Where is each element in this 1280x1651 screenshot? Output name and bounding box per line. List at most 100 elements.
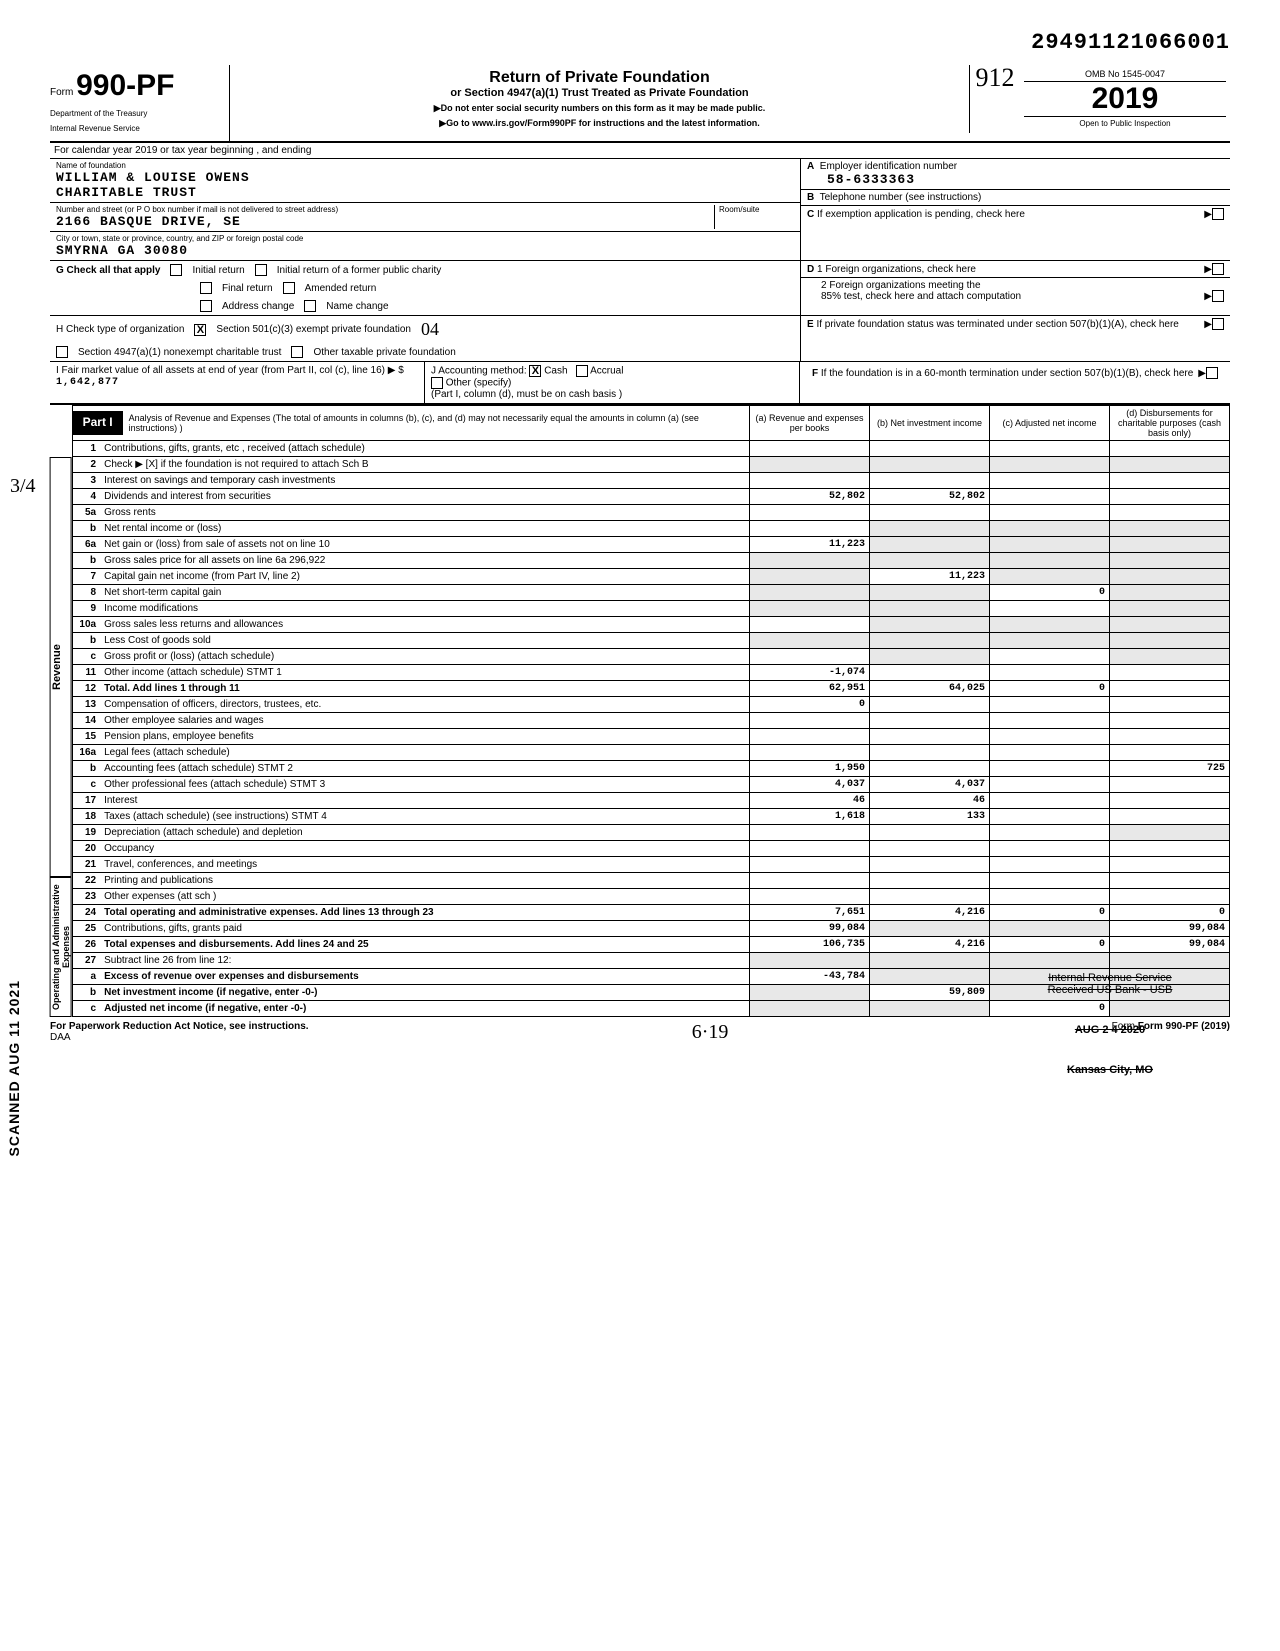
line-desc: Net rental income or (loss) — [100, 521, 749, 537]
chk-4947[interactable] — [56, 346, 68, 358]
footer-left: For Paperwork Reduction Act Notice, see … — [50, 1021, 309, 1032]
lbl-4947: Section 4947(a)(1) nonexempt charitable … — [78, 347, 281, 358]
box-e-letter: E — [807, 319, 814, 330]
irs-stamp-l1: Internal Revenue Service — [1010, 972, 1210, 984]
table-row: 12Total. Add lines 1 through 1162,95164,… — [72, 681, 1229, 697]
cell-value — [1110, 521, 1230, 537]
table-row: 9Income modifications — [72, 601, 1229, 617]
line-desc: Less Cost of goods sold — [100, 633, 749, 649]
box-f-check[interactable] — [1206, 367, 1218, 379]
cell-value — [870, 889, 990, 905]
table-row: 13Compensation of officers, directors, t… — [72, 697, 1229, 713]
line-desc: Total operating and administrative expen… — [100, 905, 749, 921]
cell-value — [990, 761, 1110, 777]
table-row: 26Total expenses and disbursements. Add … — [72, 937, 1229, 953]
line-number: b — [72, 521, 100, 537]
cell-value: 7,651 — [750, 905, 870, 921]
cell-value: 1,950 — [750, 761, 870, 777]
chk-other-taxable[interactable] — [291, 346, 303, 358]
box-d-letter: D — [807, 264, 814, 275]
cell-value — [870, 841, 990, 857]
lbl-initial-return: Initial return — [192, 265, 244, 276]
box-e-check[interactable] — [1212, 318, 1224, 330]
lbl-accrual: Accrual — [590, 366, 623, 377]
cell-value: 725 — [1110, 761, 1230, 777]
cell-value — [750, 521, 870, 537]
cell-value — [1110, 537, 1230, 553]
part1-table: Part I Analysis of Revenue and Expenses … — [72, 405, 1230, 1017]
cell-value — [870, 473, 990, 489]
line-number: 4 — [72, 489, 100, 505]
cell-value — [870, 729, 990, 745]
cell-value — [750, 985, 870, 1001]
cell-value — [1110, 681, 1230, 697]
irs-stamp: Internal Revenue Service Received US Ban… — [1010, 972, 1210, 1076]
row-i-label: I Fair market value of all assets at end… — [56, 365, 404, 376]
chk-cash[interactable]: X — [529, 365, 541, 377]
cell-value: 0 — [990, 585, 1110, 601]
box-d1-check[interactable] — [1212, 263, 1224, 275]
line-number: 8 — [72, 585, 100, 601]
cell-value: 4,037 — [870, 777, 990, 793]
chk-amended[interactable] — [283, 282, 295, 294]
line-number: 25 — [72, 921, 100, 937]
cell-value — [1110, 825, 1230, 841]
line-number: 9 — [72, 601, 100, 617]
line-number: 20 — [72, 841, 100, 857]
street-label: Number and street (or P O box number if … — [56, 205, 714, 214]
cell-value — [990, 601, 1110, 617]
chk-initial-return[interactable] — [170, 264, 182, 276]
table-row: 2Check ▶ [X] if the foundation is not re… — [72, 457, 1229, 473]
line-number: 3 — [72, 473, 100, 489]
cell-value — [750, 649, 870, 665]
cell-value — [1110, 553, 1230, 569]
chk-other-method[interactable] — [431, 377, 443, 389]
cell-value — [870, 697, 990, 713]
cell-value: 0 — [1110, 905, 1230, 921]
cell-value: 0 — [990, 937, 1110, 953]
footer-daa: DAA — [50, 1032, 71, 1043]
cell-value: 52,802 — [870, 489, 990, 505]
box-d2-check[interactable] — [1212, 290, 1224, 302]
cell-value — [870, 873, 990, 889]
cell-value — [750, 441, 870, 457]
box-d-l1: 1 Foreign organizations, check here — [817, 264, 1204, 275]
omb-number: OMB No 1545-0047 — [1024, 67, 1226, 82]
street-address: 2166 BASQUE DRIVE, SE — [56, 214, 714, 229]
chk-accrual[interactable] — [576, 365, 588, 377]
cell-value — [990, 473, 1110, 489]
cell-value: 0 — [750, 697, 870, 713]
form-title: Return of Private Foundation — [238, 69, 961, 87]
line-number: 15 — [72, 729, 100, 745]
line-desc: Capital gain net income (from Part IV, l… — [100, 569, 749, 585]
cell-value — [750, 553, 870, 569]
cell-value: 52,802 — [750, 489, 870, 505]
hand-04: 04 — [421, 319, 439, 340]
hand-912: 912 — [976, 63, 1015, 92]
cell-value — [870, 441, 990, 457]
cell-value — [990, 697, 1110, 713]
cell-value — [870, 601, 990, 617]
cell-value: 59,809 — [870, 985, 990, 1001]
lbl-address-change: Address change — [222, 301, 294, 312]
cell-value — [750, 505, 870, 521]
part1-desc: Analysis of Revenue and Expenses (The to… — [123, 411, 749, 435]
cell-value — [750, 889, 870, 905]
line-desc: Other expenses (att sch ) — [100, 889, 749, 905]
cell-value: 99,084 — [1110, 921, 1230, 937]
cell-value — [870, 761, 990, 777]
row-g-label: G Check all that apply — [56, 265, 160, 276]
chk-address-change[interactable] — [200, 300, 212, 312]
chk-501c3[interactable]: X — [194, 324, 206, 336]
lbl-501c3: Section 501(c)(3) exempt private foundat… — [216, 324, 411, 335]
cell-value — [1110, 729, 1230, 745]
cell-value — [870, 537, 990, 553]
box-f-label: If the foundation is in a 60-month termi… — [821, 368, 1198, 379]
box-c-check[interactable] — [1212, 208, 1224, 220]
chk-name-change[interactable] — [304, 300, 316, 312]
open-public: Open to Public Inspection — [1024, 116, 1226, 130]
chk-final-return[interactable] — [200, 282, 212, 294]
line-desc: Contributions, gifts, grants paid — [100, 921, 749, 937]
chk-initial-former[interactable] — [255, 264, 267, 276]
city-state-zip: SMYRNA GA 30080 — [56, 243, 794, 258]
